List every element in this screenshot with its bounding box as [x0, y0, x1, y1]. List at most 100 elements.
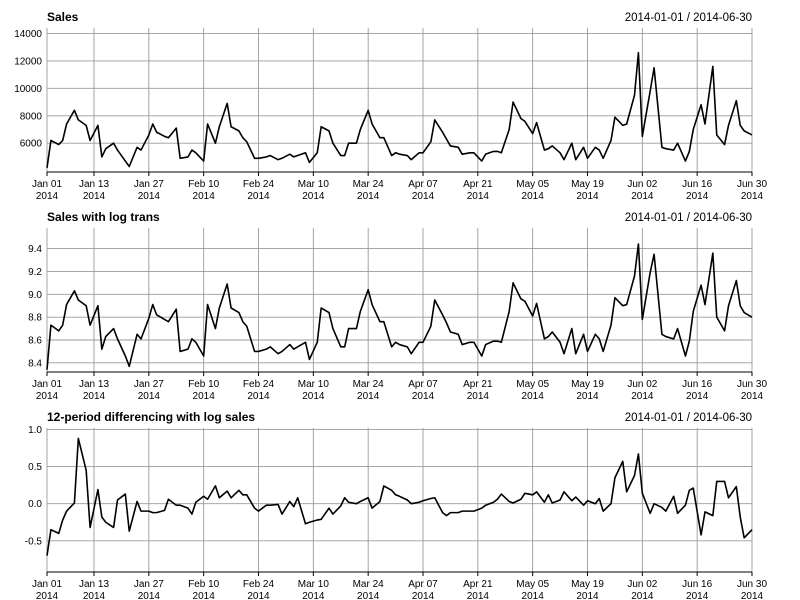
x-tick-label-date: Feb 10	[188, 179, 220, 190]
x-tick-label-date: Mar 10	[298, 179, 330, 190]
x-tick-label-year: 2014	[741, 591, 764, 600]
y-tick-label: 12000	[14, 56, 42, 67]
x-tick-label-date: Mar 10	[298, 579, 330, 590]
x-tick-label-year: 2014	[631, 191, 654, 202]
x-tick-label-year: 2014	[83, 391, 106, 402]
x-tick-label-year: 2014	[522, 191, 545, 202]
x-tick-label-year: 2014	[467, 391, 490, 402]
x-tick-label-year: 2014	[412, 591, 435, 600]
x-tick-label-year: 2014	[467, 191, 490, 202]
x-tick-label-year: 2014	[36, 591, 59, 600]
x-tick-label-year: 2014	[138, 391, 161, 402]
panel-date-range: 2014-01-01 / 2014-06-30	[625, 12, 752, 24]
grid	[46, 428, 753, 572]
x-tick-label-year: 2014	[83, 591, 106, 600]
x-tick-label-year: 2014	[357, 591, 380, 600]
x-tick-label-date: May 19	[571, 179, 604, 190]
x-tick-label-year: 2014	[193, 391, 216, 402]
x-tick-label-year: 2014	[138, 191, 161, 202]
x-tick-label-date: Jan 01	[32, 579, 62, 590]
panel-sales: Sales 2014-01-01 / 2014-06-30 6000 8000 10…	[14, 10, 767, 202]
panel-title: 12-period differencing with log sales	[47, 410, 255, 424]
x-tick-label-year: 2014	[36, 391, 59, 402]
x-tick-label-year: 2014	[522, 591, 545, 600]
series-layer	[46, 437, 753, 556]
x-tick-label-year: 2014	[576, 591, 599, 600]
series-layer	[46, 243, 753, 370]
panel-differenced: 12-period differencing with log sales 20…	[25, 410, 768, 600]
series-line	[46, 437, 753, 556]
x-tick-label-year: 2014	[467, 591, 490, 600]
x-tick-label-date: Jan 27	[134, 179, 164, 190]
x-tick-label-year: 2014	[247, 191, 270, 202]
x-tick-label-year: 2014	[193, 191, 216, 202]
panel-sales-log: Sales with log trans 2014-01-01 / 2014-0…	[28, 210, 767, 402]
panel-date-range: 2014-01-01 / 2014-06-30	[625, 412, 752, 424]
x-tick-label-date: Mar 24	[353, 579, 385, 590]
x-tick-label-date: Mar 24	[353, 179, 385, 190]
x-tick-label-year: 2014	[36, 191, 59, 202]
x-tick-label-year: 2014	[686, 191, 709, 202]
x-tick-label-year: 2014	[631, 591, 654, 600]
x-tick-label-year: 2014	[576, 191, 599, 202]
x-tick-label-date: Jun 02	[627, 179, 657, 190]
x-tick-label-date: Feb 10	[188, 379, 220, 390]
x-tick-label-date: Apr 07	[408, 179, 438, 190]
x-tick-label-year: 2014	[686, 591, 709, 600]
x-tick-label-date: May 19	[571, 579, 604, 590]
panel-date-range: 2014-01-01 / 2014-06-30	[625, 212, 752, 224]
x-tick-label-year: 2014	[522, 391, 545, 402]
x-tick-label-year: 2014	[138, 591, 161, 600]
x-tick-label-date: Jan 27	[134, 379, 164, 390]
series-line	[46, 51, 753, 169]
x-tick-label-date: Jun 30	[737, 179, 767, 190]
x-tick-label-year: 2014	[412, 191, 435, 202]
x-tick-label-date: Jun 16	[682, 379, 712, 390]
x-tick-label-year: 2014	[741, 391, 764, 402]
panel-title: Sales	[47, 10, 79, 24]
x-tick-label-date: Mar 10	[298, 379, 330, 390]
x-tick-label-year: 2014	[686, 391, 709, 402]
x-tick-label-date: Apr 07	[408, 579, 438, 590]
x-tick-label-date: May 05	[516, 379, 549, 390]
x-tick-label-date: May 19	[571, 379, 604, 390]
x-tick-label-year: 2014	[247, 591, 270, 600]
x-tick-label-date: May 05	[516, 579, 549, 590]
x-tick-label-date: Feb 24	[243, 379, 275, 390]
y-tick-label: 9.4	[28, 244, 42, 255]
x-tick-label-date: May 05	[516, 179, 549, 190]
y-tick-label: 10000	[14, 84, 42, 95]
x-tick-label-year: 2014	[302, 591, 325, 600]
x-tick-label-date: Jun 02	[627, 579, 657, 590]
x-tick-label-year: 2014	[631, 391, 654, 402]
x-tick-label-date: Apr 21	[463, 179, 493, 190]
x-tick-label-date: Apr 21	[463, 379, 493, 390]
x-tick-label-date: Feb 24	[243, 579, 275, 590]
y-tick-label: 8000	[20, 111, 43, 122]
series-line	[46, 243, 753, 370]
x-tick-label-year: 2014	[576, 391, 599, 402]
x-tick-label-date: Jun 30	[737, 579, 767, 590]
x-tick-label-year: 2014	[357, 191, 380, 202]
x-tick-label-year: 2014	[83, 191, 106, 202]
y-tick-label: 0.5	[28, 462, 42, 473]
x-tick-label-year: 2014	[193, 591, 216, 600]
x-tick-label-date: Apr 21	[463, 579, 493, 590]
y-tick-label: 9.2	[28, 267, 42, 278]
grid	[46, 28, 753, 172]
y-tick-label: 8.4	[28, 358, 42, 369]
x-tick-label-date: Apr 07	[408, 379, 438, 390]
x-tick-label-date: Feb 24	[243, 179, 275, 190]
x-tick-label-date: Jan 13	[79, 379, 109, 390]
x-tick-label-date: Jan 01	[32, 179, 62, 190]
x-tick-label-date: Jan 13	[79, 579, 109, 590]
x-tick-label-year: 2014	[302, 391, 325, 402]
series-layer	[46, 51, 753, 169]
x-tick-label-year: 2014	[412, 391, 435, 402]
x-tick-label-year: 2014	[302, 191, 325, 202]
